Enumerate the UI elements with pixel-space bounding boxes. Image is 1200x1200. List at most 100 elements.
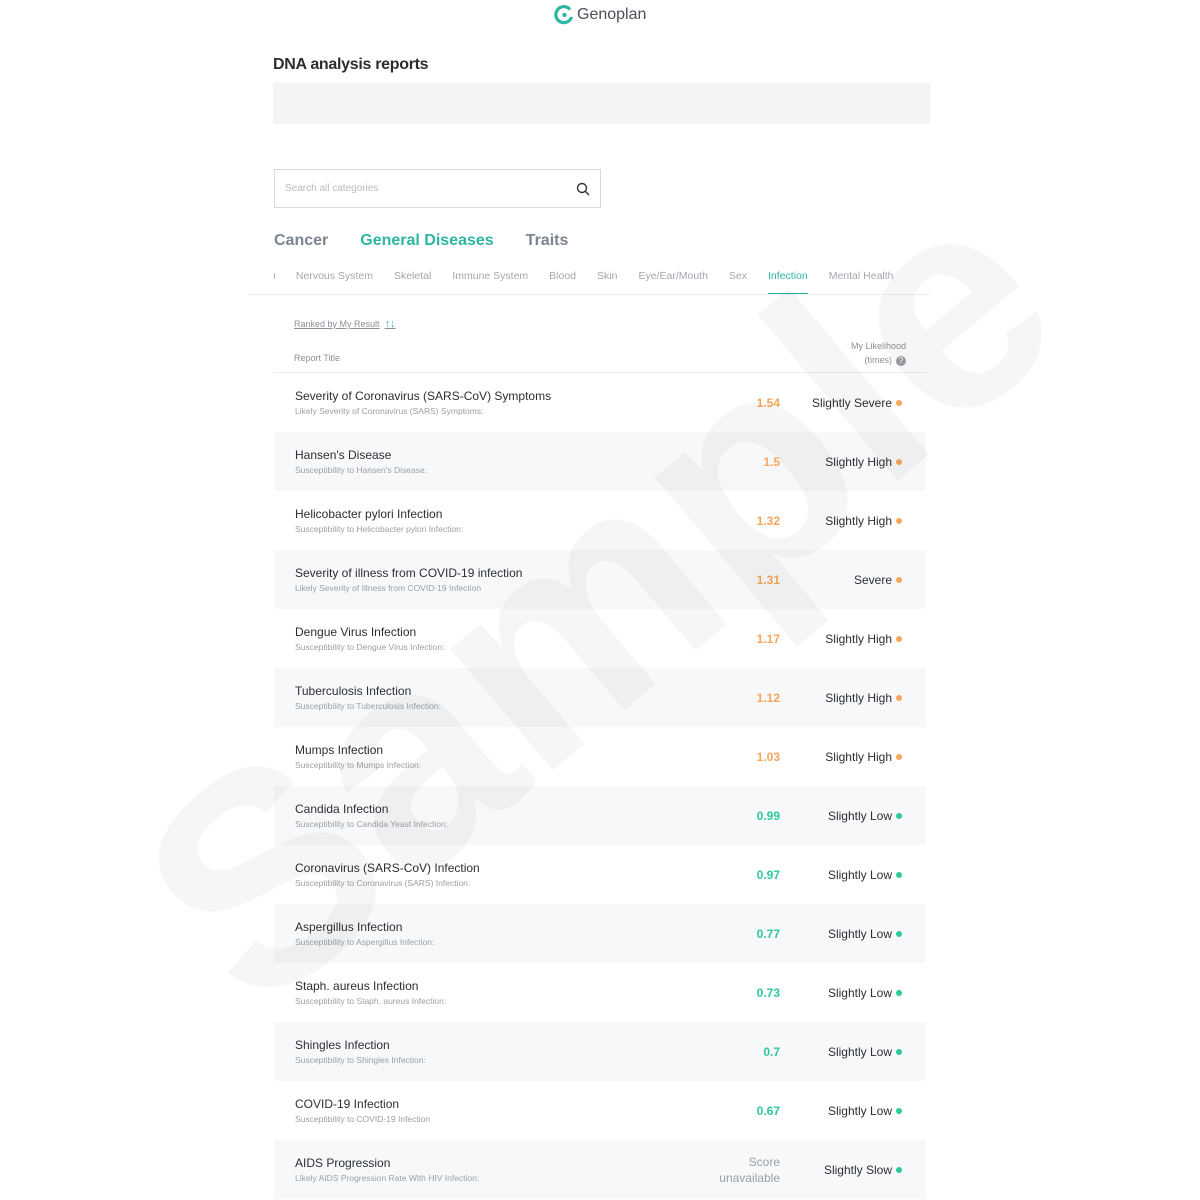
- likelihood-value: 0.67: [756, 1104, 780, 1118]
- subtab-immune-system[interactable]: Immune System: [452, 270, 529, 282]
- genoplan-logo[interactable]: Genoplan: [554, 5, 646, 25]
- status-dot-icon: [896, 459, 902, 465]
- likelihood-value: 1.54: [756, 396, 780, 410]
- status-dot-icon: [896, 1049, 902, 1055]
- report-title[interactable]: Hansen's Disease: [295, 448, 392, 462]
- result-label: Slightly Low: [828, 986, 902, 1000]
- search-icon[interactable]: [576, 182, 590, 196]
- subtab-blood[interactable]: Blood: [549, 270, 577, 282]
- subtab-partial[interactable]: ı: [273, 270, 276, 282]
- report-title[interactable]: Tuberculosis Infection: [295, 684, 412, 698]
- result-label: Slightly Slow: [824, 1163, 902, 1177]
- status-dot-icon: [896, 872, 902, 878]
- report-title[interactable]: Aspergillus Infection: [295, 920, 403, 934]
- report-row[interactable]: Shingles Infection Susceptibility to Shi…: [274, 1022, 926, 1081]
- report-row[interactable]: Aspergillus Infection Susceptibility to …: [274, 904, 926, 963]
- likelihood-unit: (times): [864, 355, 893, 365]
- main-tabs: Cancer General Diseases Traits: [274, 232, 568, 250]
- report-list: Severity of Coronavirus (SARS-CoV) Sympt…: [274, 373, 926, 1199]
- report-title[interactable]: COVID-19 Infection: [295, 1097, 400, 1111]
- report-row[interactable]: Dengue Virus Infection Susceptibility to…: [274, 609, 926, 668]
- report-row[interactable]: Hansen's Disease Susceptibility to Hanse…: [274, 432, 926, 491]
- report-row[interactable]: Coronavirus (SARS-CoV) Infection Suscept…: [274, 845, 926, 904]
- report-subtitle: Susceptibility to Candida Yeast Infectio…: [295, 819, 449, 829]
- result-label: Slightly High: [825, 632, 902, 646]
- result-label: Slightly High: [825, 691, 902, 705]
- report-title[interactable]: Shingles Infection: [295, 1038, 390, 1052]
- report-title[interactable]: Dengue Virus Infection: [295, 625, 417, 639]
- report-title[interactable]: AIDS Progression: [295, 1156, 391, 1170]
- result-text: Slightly Low: [827, 986, 892, 1000]
- report-subtitle: Likely Severity of Coronavirus (SARS) Sy…: [295, 406, 484, 416]
- search-box[interactable]: [274, 169, 601, 208]
- status-dot-icon: [896, 577, 902, 583]
- report-title[interactable]: Severity of illness from COVID-19 infect…: [295, 566, 523, 580]
- subtab-skin[interactable]: Skin: [597, 270, 618, 282]
- result-label: Slightly Low: [828, 868, 902, 882]
- result-text: Slightly Low: [827, 1104, 892, 1118]
- result-text: Slightly Severe: [811, 396, 892, 410]
- status-dot-icon: [896, 754, 902, 760]
- report-row[interactable]: AIDS Progression Likely AIDS Progression…: [274, 1140, 926, 1199]
- column-header-likelihood: My Likelihood (times)?: [851, 339, 906, 367]
- result-label: Slightly Low: [828, 1045, 902, 1059]
- report-title[interactable]: Staph. aureus Infection: [295, 979, 419, 993]
- report-subtitle: Susceptibility to Hansen's Disease:: [295, 465, 428, 475]
- report-title[interactable]: Coronavirus (SARS-CoV) Infection: [295, 861, 480, 875]
- subtab-nervous-system[interactable]: Nervous System: [295, 270, 373, 282]
- report-title[interactable]: Severity of Coronavirus (SARS-CoV) Sympt…: [295, 389, 552, 403]
- page-title: DNA analysis reports: [273, 56, 429, 73]
- result-label: Slightly High: [825, 750, 902, 764]
- subtab-infection[interactable]: Infection: [768, 270, 808, 294]
- tab-general-diseases[interactable]: General Diseases: [360, 232, 494, 249]
- result-text: Slightly High: [825, 632, 892, 646]
- likelihood-value: 1.17: [756, 632, 780, 646]
- likelihood-value: 0.77: [756, 927, 780, 941]
- sort-control[interactable]: Ranked by My Result ↑↓: [294, 318, 396, 330]
- result-text: Slightly Slow: [823, 1163, 892, 1177]
- result-text: Slightly Low: [827, 868, 892, 882]
- result-text: Slightly Low: [827, 1045, 892, 1059]
- report-row[interactable]: Staph. aureus Infection Susceptibility t…: [274, 963, 926, 1022]
- sort-arrows-icon[interactable]: ↑↓: [384, 318, 396, 330]
- report-row[interactable]: Candida Infection Susceptibility to Cand…: [274, 786, 926, 845]
- likelihood-value: 1.5: [763, 455, 780, 469]
- genoplan-logo-icon: [554, 5, 574, 25]
- report-subtitle: Likely AIDS Progression Rate With HIV In…: [295, 1173, 480, 1183]
- report-row[interactable]: Mumps Infection Susceptibility to Mumps …: [274, 727, 926, 786]
- tab-cancer[interactable]: Cancer: [274, 232, 329, 249]
- sort-label[interactable]: Ranked by My Result: [294, 319, 380, 329]
- report-subtitle: Likely Severity of Illness from COVID-19…: [295, 583, 482, 593]
- subtab-eye-ear-mouth[interactable]: Eye/Ear/Mouth: [638, 270, 708, 282]
- report-subtitle: Susceptibility to Helicobacter pylori In…: [295, 524, 464, 534]
- status-dot-icon: [896, 1167, 902, 1173]
- search-input[interactable]: [285, 183, 576, 194]
- report-row[interactable]: Severity of Coronavirus (SARS-CoV) Sympt…: [274, 373, 926, 432]
- likelihood-value: 1.32: [756, 514, 780, 528]
- likelihood-value: Score unavailable: [719, 1155, 780, 1185]
- subtab-mental-health[interactable]: Mental Health: [828, 270, 894, 282]
- status-dot-icon: [896, 695, 902, 701]
- result-label: Severe: [854, 573, 902, 587]
- tab-traits[interactable]: Traits: [525, 232, 569, 249]
- result-text: Slightly High: [825, 691, 892, 705]
- column-header-title: Report Title: [294, 353, 341, 363]
- help-icon[interactable]: ?: [896, 356, 906, 366]
- result-label: Slightly Severe: [812, 396, 902, 410]
- status-dot-icon: [896, 400, 902, 406]
- likelihood-label: My Likelihood: [850, 341, 906, 351]
- brand-name: Genoplan: [577, 6, 647, 23]
- status-dot-icon: [896, 518, 902, 524]
- result-label: Slightly Low: [828, 927, 902, 941]
- status-dot-icon: [896, 636, 902, 642]
- report-row[interactable]: Severity of illness from COVID-19 infect…: [274, 550, 926, 609]
- subtab-skeletal[interactable]: Skeletal: [393, 270, 432, 282]
- report-row[interactable]: COVID-19 Infection Susceptibility to COV…: [274, 1081, 926, 1140]
- report-title[interactable]: Helicobacter pylori Infection: [295, 507, 443, 521]
- report-row[interactable]: Helicobacter pylori Infection Susceptibi…: [274, 491, 926, 550]
- report-title[interactable]: Candida Infection: [295, 802, 389, 816]
- subtab-sex[interactable]: Sex: [728, 270, 748, 282]
- result-label: Slightly High: [825, 514, 902, 528]
- report-row[interactable]: Tuberculosis Infection Susceptibility to…: [274, 668, 926, 727]
- report-title[interactable]: Mumps Infection: [295, 743, 384, 757]
